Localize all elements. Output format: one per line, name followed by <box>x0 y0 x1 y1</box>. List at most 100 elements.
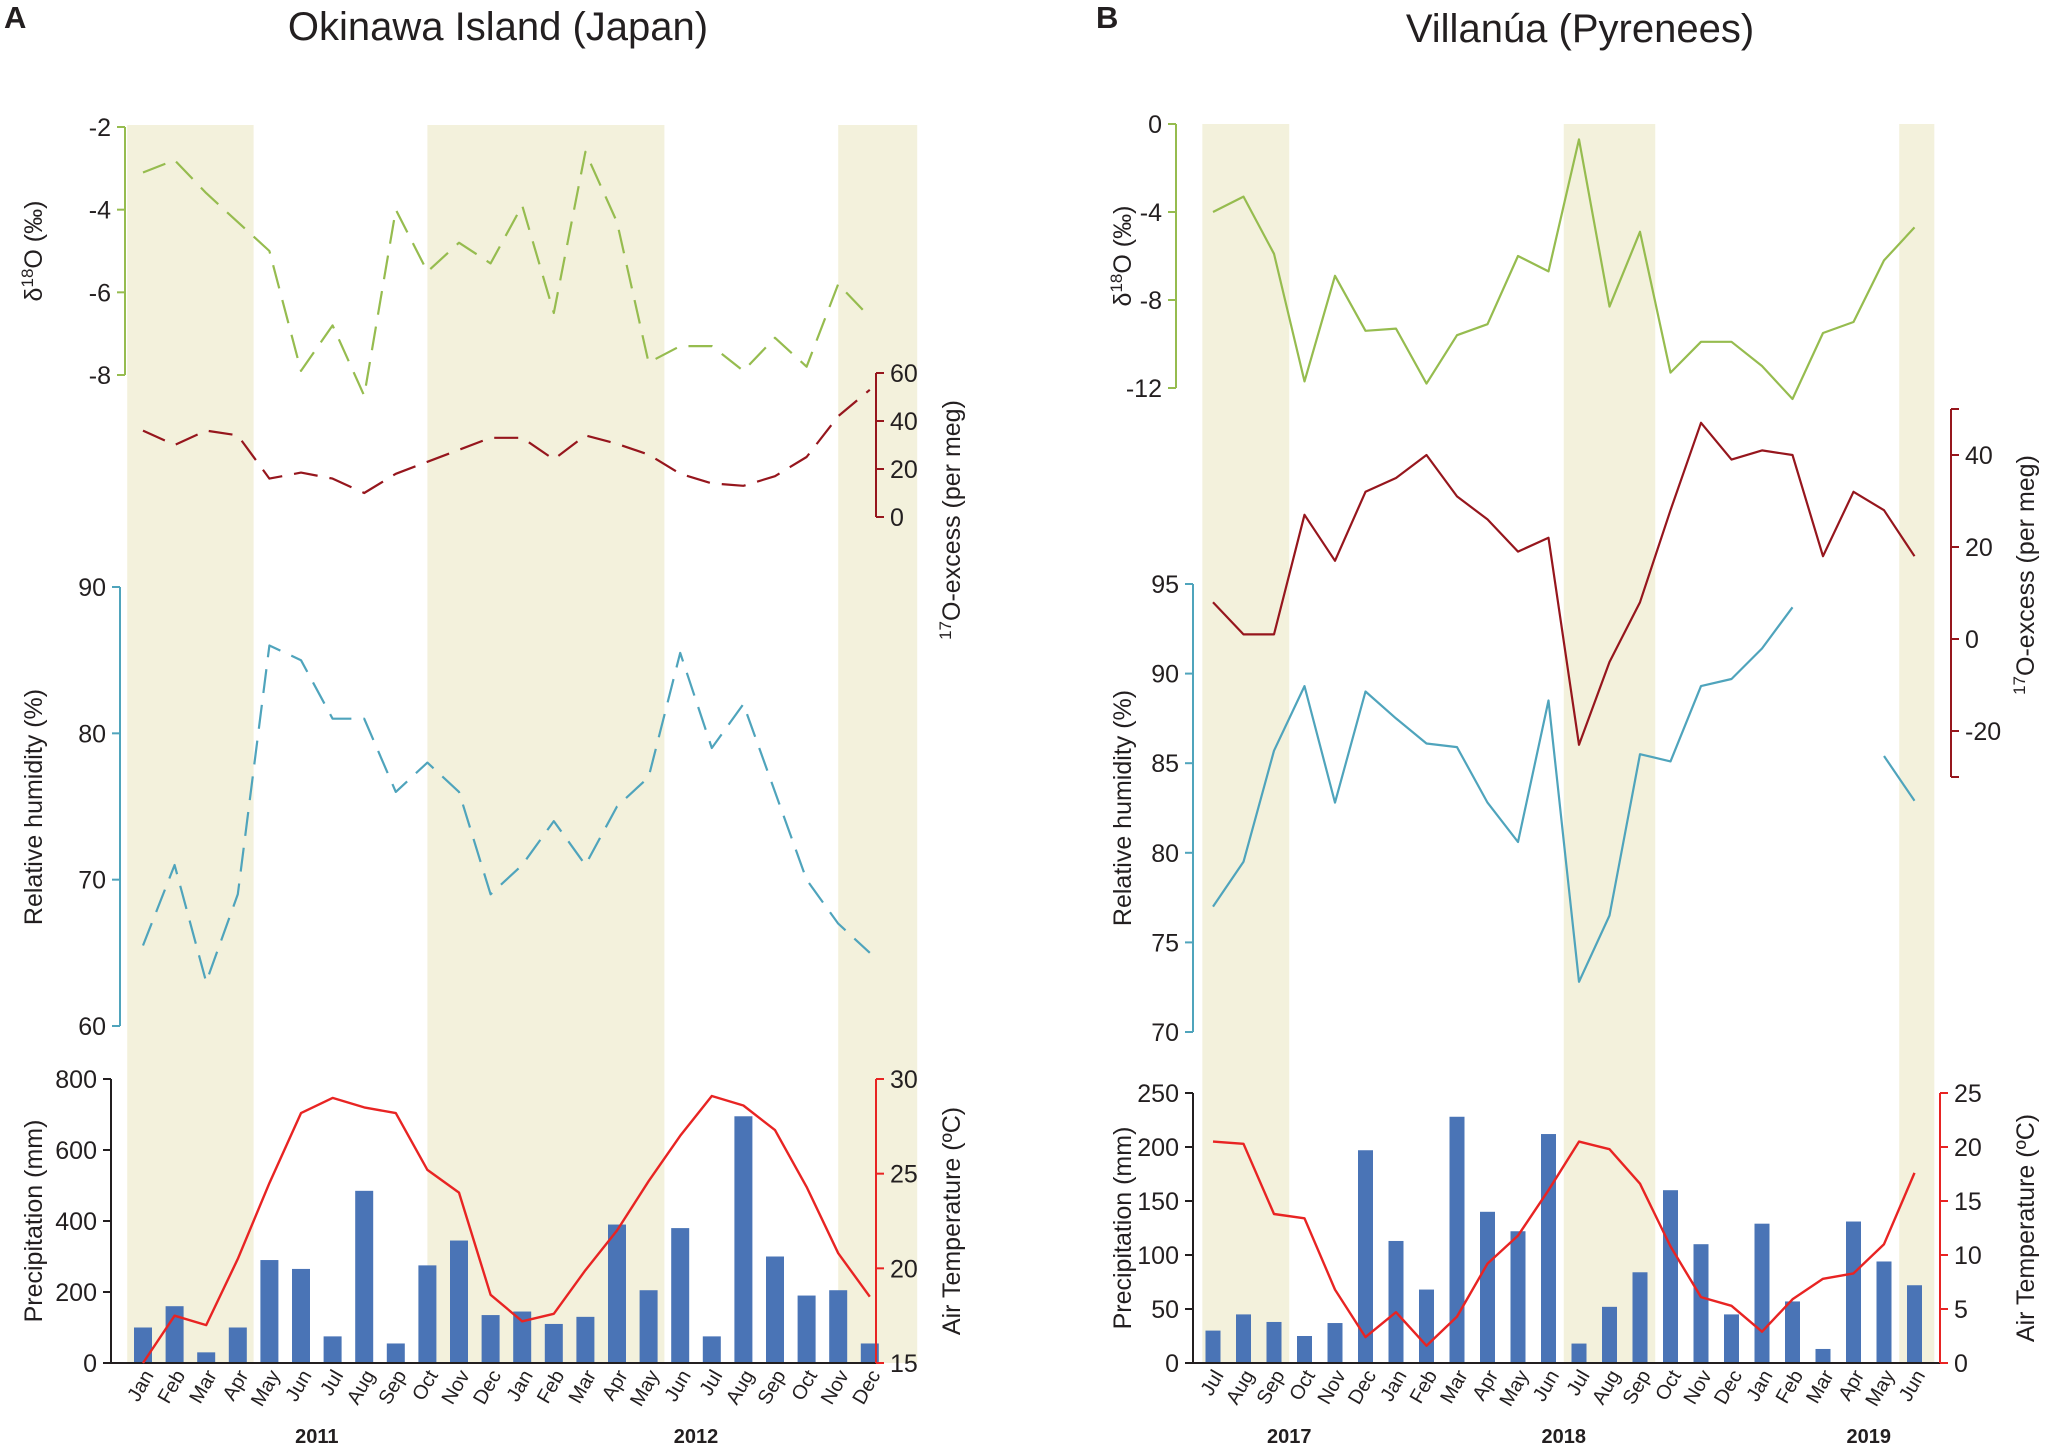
B-precip-tick-label: 250 <box>1137 1080 1179 1108</box>
A-month-label: Jan <box>123 1367 158 1406</box>
A-precip-tick-label: 600 <box>55 1137 97 1165</box>
A-d18o-point <box>868 316 871 319</box>
A-rh-point <box>742 703 745 706</box>
A-rh-point <box>331 717 334 720</box>
B-d18o-point <box>1303 380 1306 383</box>
B-precip-tick-label: 0 <box>1165 1350 1179 1378</box>
B-d18o-point <box>1852 321 1855 324</box>
A-o17-point <box>710 482 713 485</box>
A-month-label: Jan <box>503 1367 538 1406</box>
B-d18o-tick-label: -12 <box>1126 375 1162 403</box>
B-temp-point <box>1730 1304 1733 1307</box>
A-temp-point <box>679 1134 682 1137</box>
A-temp-point <box>647 1180 650 1183</box>
B-o17-point <box>1791 454 1794 457</box>
A-o17-point <box>805 456 808 459</box>
A-o17-point <box>331 477 334 480</box>
A-precip-bar <box>228 1327 247 1363</box>
A-precip-bar <box>608 1224 626 1363</box>
panel-a-plots: -2 -4 -6 -8 δ18O (‰) 0 20 40 60 17O-excess (per m… <box>18 114 967 1448</box>
B-month-label: Nov <box>1680 1367 1717 1409</box>
B-precip-bar <box>1815 1348 1831 1363</box>
B-precip-bar <box>1388 1240 1404 1363</box>
B-precip-bar <box>1297 1336 1312 1363</box>
B-precip-bar <box>1876 1261 1892 1363</box>
B-rh-point <box>1669 760 1672 763</box>
B-temp-point <box>1639 1182 1642 1185</box>
A-d18o-point <box>268 250 271 253</box>
B-rh-point <box>1212 905 1215 908</box>
A-temp-point <box>268 1182 271 1185</box>
A-month-label: Mar <box>565 1366 601 1407</box>
B-o17-point <box>1273 633 1276 636</box>
A-d18o-point <box>552 312 555 315</box>
B-o17-point <box>1547 536 1550 539</box>
A-temp-point <box>142 1362 145 1365</box>
B-rh-point <box>1425 742 1428 745</box>
A-month-label: Feb <box>533 1367 569 1408</box>
A-temp-point <box>394 1112 397 1115</box>
A-rh-tick-label: 90 <box>78 574 106 602</box>
A-temp-tick-label: 25 <box>890 1161 918 1189</box>
B-month-label: Aug <box>1222 1367 1259 1409</box>
A-precip-bar <box>260 1260 279 1363</box>
A-o17-point <box>552 458 555 461</box>
A-temp-point <box>868 1295 871 1298</box>
B-month-label: Dec <box>1710 1367 1747 1409</box>
A-month-label: Nov <box>817 1367 854 1409</box>
A-month-label: Oct <box>408 1366 443 1404</box>
B-temp-point <box>1303 1217 1306 1220</box>
B-rh-point <box>1456 746 1459 749</box>
A-rh-point <box>205 981 208 984</box>
A-d18o-point <box>205 192 208 195</box>
A-o17-tick-label: 20 <box>890 456 918 484</box>
B-temp-point <box>1242 1142 1245 1145</box>
B-o17-tick-label: 20 <box>1965 534 1993 562</box>
B-d18o-point <box>1669 371 1672 374</box>
A-rh-point <box>774 790 777 793</box>
B-precip-tick-label: 150 <box>1137 1188 1179 1216</box>
A-o17-point <box>837 415 840 418</box>
A-temp-tick-label: 20 <box>890 1255 918 1283</box>
B-o17-point <box>1639 601 1642 604</box>
B-rh-point <box>1700 685 1703 688</box>
B-d18o-point <box>1639 230 1642 233</box>
A-precip-bar <box>576 1316 595 1363</box>
B-o17-tick-label: 0 <box>1965 626 1979 654</box>
A-month-label: Nov <box>438 1367 475 1409</box>
A-d18o-tick-label: -2 <box>89 114 111 142</box>
B-o17-tick-label: 40 <box>1965 442 1993 470</box>
B-precip-tick-label: 200 <box>1137 1134 1179 1162</box>
B-d18o-point <box>1608 305 1611 308</box>
A-rh-point <box>489 893 492 896</box>
A-d18o-point <box>426 270 429 273</box>
B-precip-bar <box>1449 1116 1465 1363</box>
A-d18o-point <box>805 365 808 368</box>
A-rh-tick-label: 80 <box>78 720 106 748</box>
A-temp-point <box>805 1185 808 1188</box>
A-d18o-tick-label: -6 <box>89 279 111 307</box>
A-o17-point <box>489 436 492 439</box>
A-d18o-point <box>679 345 682 348</box>
B-o17-point <box>1395 477 1398 480</box>
B-o17-point <box>1517 550 1520 553</box>
A-month-label: Jun <box>661 1367 696 1406</box>
B-temp-point <box>1212 1140 1215 1143</box>
B-o17-line <box>1212 421 1916 746</box>
A-temp-point <box>173 1314 176 1317</box>
A-month-label: Jun <box>281 1367 316 1406</box>
A-precip-bar <box>292 1268 310 1363</box>
B-temp-point <box>1395 1311 1398 1314</box>
A-month-label: Mar <box>185 1366 221 1407</box>
A-o17-point <box>616 442 619 445</box>
A-temp-point <box>363 1106 366 1109</box>
B-temp-point <box>1425 1344 1428 1347</box>
B-rh-line <box>1212 606 1794 983</box>
A-month-label: Aug <box>722 1367 759 1409</box>
A-o17-point <box>394 472 397 475</box>
A-o17-point <box>679 472 682 475</box>
B-precip-bar <box>1632 1272 1648 1363</box>
A-d18o-point <box>489 262 492 265</box>
A-rh-point <box>426 761 429 764</box>
